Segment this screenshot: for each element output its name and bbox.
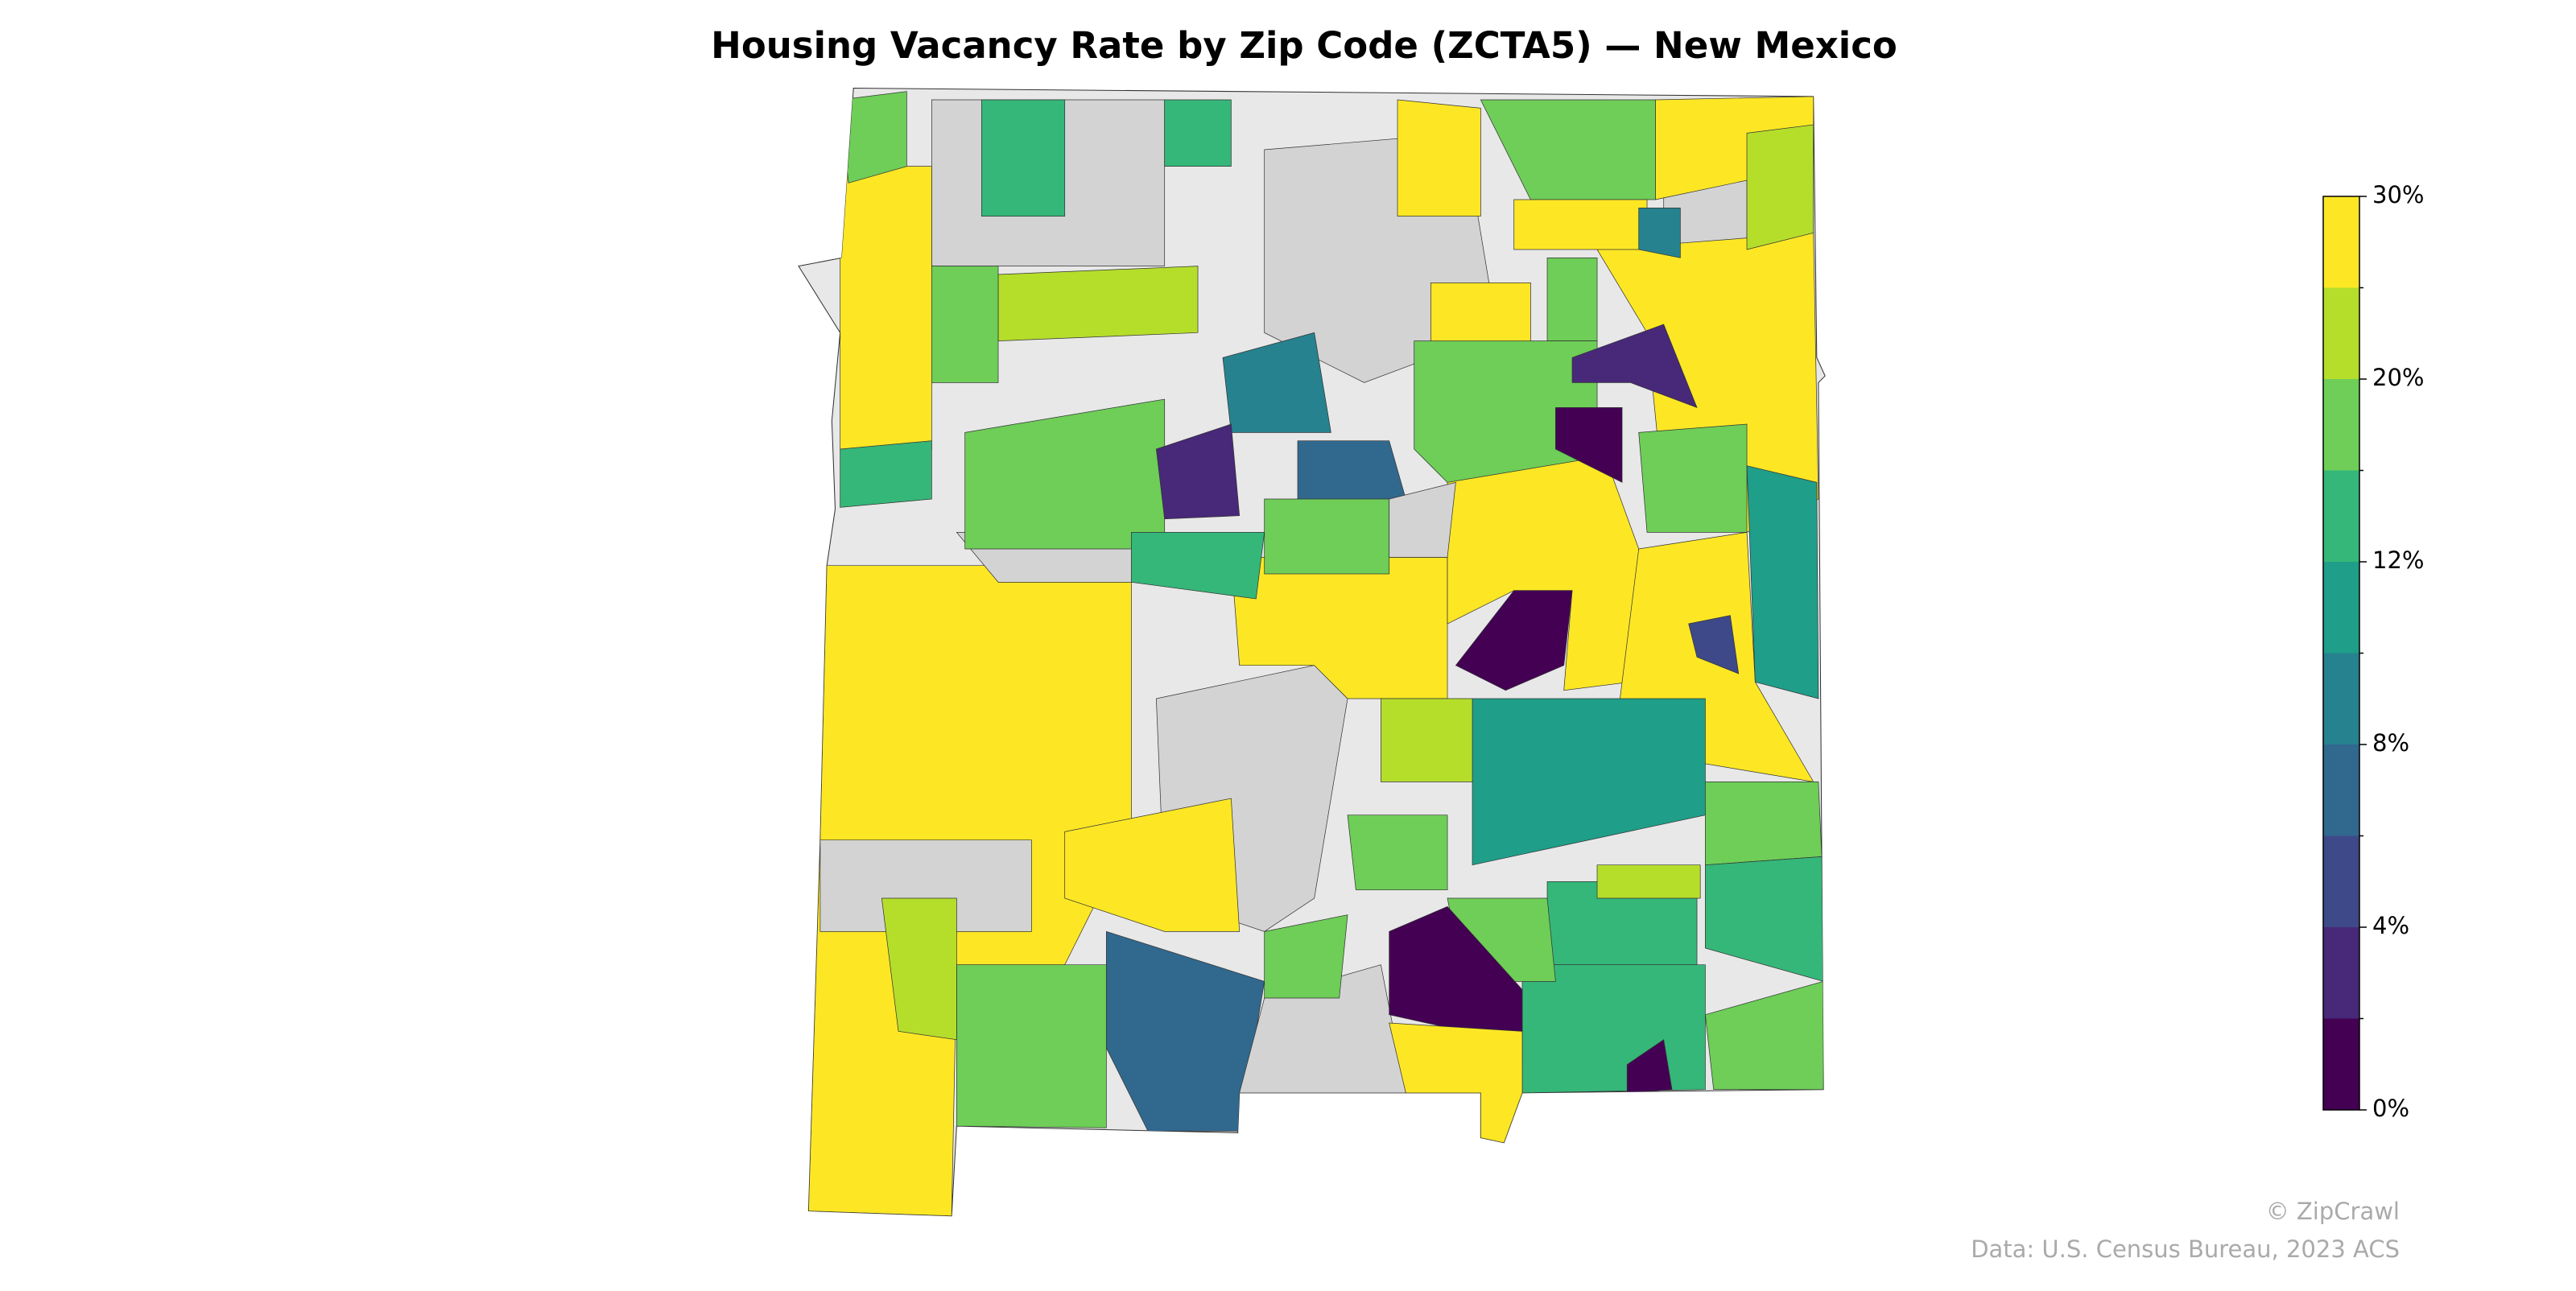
colorbar-bin [2323, 835, 2359, 927]
colorbar-tick-label: 30% [2372, 181, 2424, 208]
colorbar-bin [2323, 562, 2359, 654]
credit: © ZipCrawl [2266, 1198, 2400, 1225]
colorbar-bin [2323, 744, 2359, 836]
colorbar-tick-label: 4% [2372, 912, 2409, 939]
colorbar-tick-label: 20% [2372, 364, 2424, 391]
colorbar-bin [2323, 287, 2359, 379]
colorbar-bin [2323, 379, 2359, 471]
map-title: Housing Vacancy Rate by Zip Code (ZCTA5)… [711, 24, 1897, 67]
colorbar-tick-label: 12% [2372, 547, 2424, 574]
colorbar: 0% 4% 8% 12% 20% 30% [2322, 181, 2424, 1122]
colorbar-tick-label: 8% [2372, 729, 2409, 757]
colorbar-tick-label: 0% [2372, 1095, 2409, 1122]
colorbar-bin [2323, 653, 2359, 744]
colorbar-bin [2323, 1018, 2359, 1110]
colorbar-bin [2323, 470, 2359, 562]
source-note: Data: U.S. Census Bureau, 2023 ACS [1971, 1235, 2400, 1263]
colorbar-bin [2323, 927, 2359, 1019]
state-map [798, 88, 1826, 1217]
colorbar-bin [2323, 196, 2359, 288]
